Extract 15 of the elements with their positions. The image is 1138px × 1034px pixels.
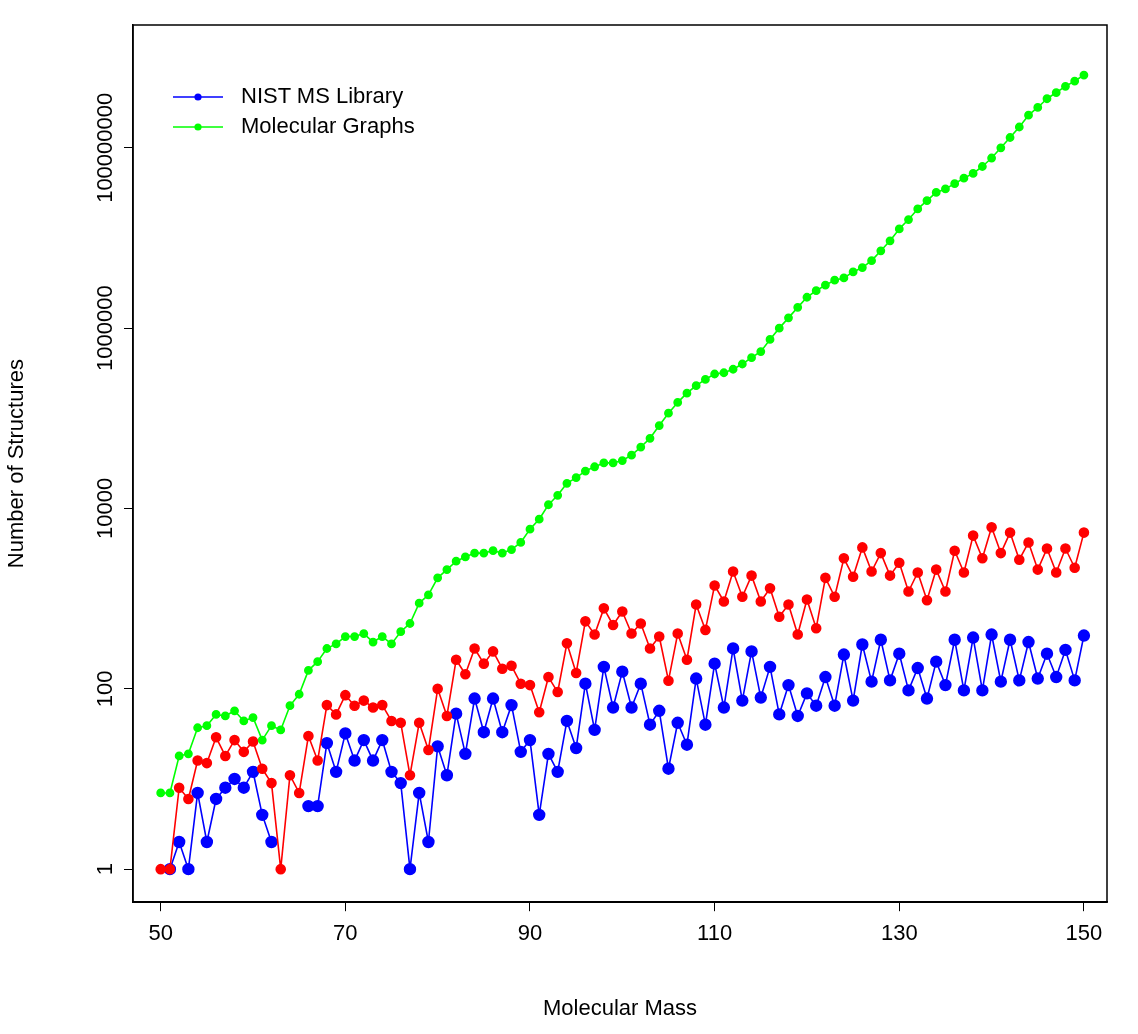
x-tick-label: 110 xyxy=(697,920,733,946)
y-tick-label: 10000 xyxy=(92,477,118,540)
x-tick-label: 130 xyxy=(880,920,918,946)
legend-label: Molecular Graphs xyxy=(241,113,415,139)
x-tick-label: 90 xyxy=(517,920,543,946)
x-tick-label: 70 xyxy=(333,920,358,946)
legend-label: NIST MS Library xyxy=(241,83,404,109)
y-axis-title: Number of Structures xyxy=(3,359,29,569)
y-tick-label: 1000000 xyxy=(92,285,118,371)
x-tick-label: 150 xyxy=(1065,920,1103,946)
y-tick-label: 100000000 xyxy=(92,92,118,203)
x-axis-title: Molecular Mass xyxy=(542,994,698,1020)
y-tick-label: 100 xyxy=(92,670,118,708)
y-tick-label: 1 xyxy=(92,863,118,876)
x-tick-label: 50 xyxy=(148,920,173,946)
